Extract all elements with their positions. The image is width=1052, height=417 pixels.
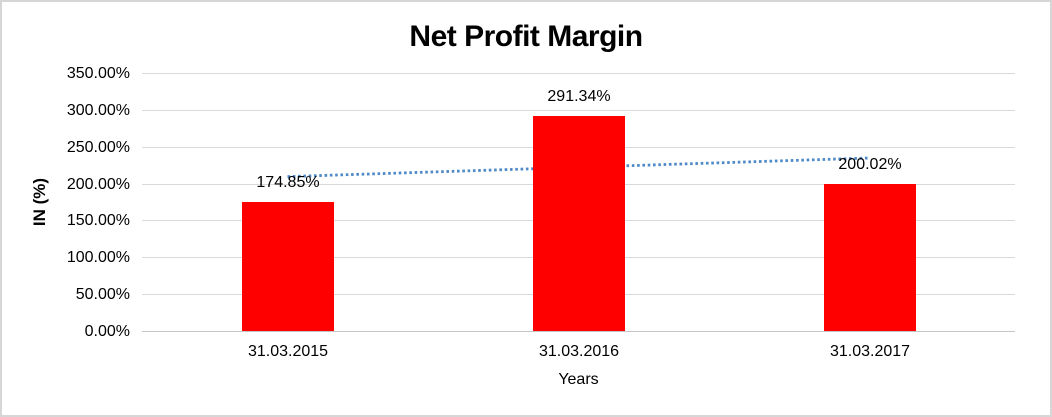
y-tick-label: 100.00% [66, 249, 130, 266]
data-label: 174.85% [256, 174, 320, 191]
x-tick-label: 31.03.2016 [538, 343, 620, 360]
y-tick-label: 200.00% [66, 176, 130, 193]
trendline [287, 156, 870, 178]
y-tick-label: 150.00% [66, 212, 130, 229]
y-tick-label: 250.00% [66, 139, 130, 156]
y-tick-label: 0.00% [84, 323, 130, 340]
bar-31.03.2017 [824, 184, 916, 331]
gridline [142, 110, 1015, 111]
chart-title: Net Profit Margin [409, 20, 643, 53]
x-axis-line [142, 331, 1015, 332]
y-tick-label: 350.00% [66, 65, 130, 82]
x-tick-label: 31.03.2017 [829, 343, 911, 360]
gridline [142, 73, 1015, 74]
data-label: 200.02% [838, 156, 902, 173]
x-axis-title: Years [558, 371, 599, 388]
y-tick-label: 300.00% [66, 102, 130, 119]
bar-31.03.2016 [533, 116, 625, 331]
x-tick-label: 31.03.2015 [247, 343, 329, 360]
data-label: 291.34% [547, 88, 611, 105]
y-tick-label: 50.00% [75, 286, 130, 303]
bar-31.03.2015 [242, 202, 334, 331]
